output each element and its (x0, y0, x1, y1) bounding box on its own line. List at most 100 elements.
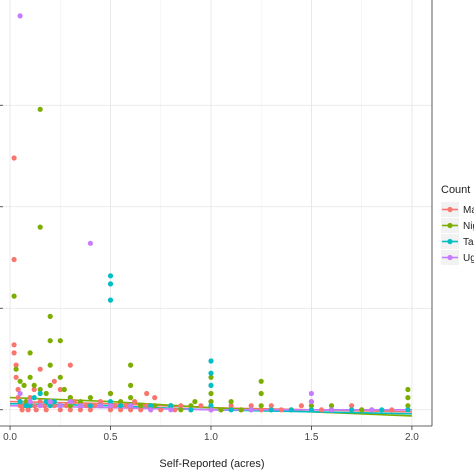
data-point-nig (47, 313, 53, 319)
data-point-ma (31, 386, 37, 393)
data-point-ug (248, 407, 254, 413)
data-point-ug (328, 407, 335, 413)
data-point-ma (19, 407, 25, 413)
data-point-nig (47, 338, 53, 344)
x-tick-label: 2.0 (405, 432, 419, 443)
data-points (11, 13, 411, 413)
data-point-nig (405, 403, 411, 409)
data-point-ma (118, 407, 124, 413)
data-point-ma (37, 399, 43, 405)
data-point-nig (128, 362, 134, 368)
data-point-nig (258, 390, 264, 397)
data-point-ma (97, 399, 104, 405)
data-point-ma (77, 407, 83, 413)
data-point-nig (61, 386, 67, 393)
data-point-nig (118, 399, 124, 405)
data-point-nig (37, 386, 43, 393)
data-point-ma (198, 403, 204, 409)
data-point-nig (308, 403, 314, 409)
data-point-nig (238, 407, 244, 413)
data-point-ta (188, 407, 194, 413)
axes: 0.0 0.5 1.0 1.5 2.0 (0, 0, 433, 443)
data-point-nig (57, 374, 63, 380)
data-point-ma (37, 366, 43, 372)
data-point-ta (47, 403, 53, 409)
data-point-ma (158, 407, 164, 413)
data-point-ma (25, 407, 31, 413)
x-tick-label: 0.5 (104, 432, 118, 443)
data-point-ma (91, 403, 97, 409)
data-point-ma (132, 399, 138, 405)
x-tick-label: 0.0 (3, 432, 17, 443)
data-point-ma (57, 407, 63, 413)
data-point-nig (43, 390, 49, 397)
data-point-ug (17, 13, 23, 19)
data-point-ma (152, 395, 158, 401)
legend-title: Count (441, 184, 470, 196)
data-point-nig (178, 407, 184, 413)
x-tick-label: 1.5 (304, 432, 318, 443)
data-point-ug (208, 407, 214, 413)
legend-key-point (447, 206, 453, 213)
data-point-ug (369, 407, 375, 413)
data-point-ug (128, 403, 134, 409)
data-point-ta (43, 399, 49, 405)
data-point-ma (268, 403, 274, 409)
legend-label-ta: Ta (463, 237, 474, 248)
data-point-nig (37, 106, 43, 112)
data-point-ug (168, 407, 174, 413)
data-point-ma (15, 395, 21, 401)
data-point-nig (31, 382, 37, 388)
data-point-ma (51, 403, 57, 409)
data-point-ma (67, 362, 73, 368)
data-point-ma (111, 403, 118, 409)
legend-label-ug: Ug (463, 253, 474, 264)
data-point-nig (328, 403, 335, 409)
data-point-nig (258, 378, 264, 384)
legend-key-point (447, 222, 453, 229)
data-point-ma (11, 256, 17, 263)
data-point-nig (47, 362, 53, 368)
data-point-ug (97, 403, 104, 409)
data-point-nig (87, 395, 93, 401)
data-point-ta (51, 399, 57, 405)
data-point-nig (128, 382, 134, 388)
data-point-nig (13, 366, 19, 372)
data-point-nig (27, 350, 33, 356)
data-point-nig (258, 403, 264, 409)
data-point-ta (31, 395, 37, 401)
data-point-ma (57, 386, 63, 393)
data-point-nig (405, 395, 411, 401)
data-point-ta (148, 403, 154, 409)
legend-label-nig: Nig (463, 221, 474, 232)
data-point-ta (228, 407, 234, 413)
data-point-ma (172, 407, 178, 413)
data-point-ma (11, 350, 17, 356)
data-point-ma (144, 403, 150, 409)
data-point-nig (77, 399, 83, 405)
legend-label-ma: Ma (463, 205, 474, 216)
data-point-ma (87, 407, 93, 413)
data-point-ug (148, 407, 154, 413)
data-point-nig (128, 395, 134, 401)
data-point-ma (278, 407, 284, 413)
data-point-ta (37, 390, 43, 397)
data-point-nig (188, 403, 194, 409)
data-point-ma (107, 407, 114, 413)
data-point-ta (208, 403, 214, 409)
data-point-ma (17, 403, 23, 409)
data-point-nig (21, 382, 27, 388)
data-point-ta (87, 403, 93, 409)
data-point-nig (218, 407, 224, 413)
data-point-ma (144, 390, 150, 397)
data-point-nig (107, 390, 114, 397)
data-point-nig (152, 403, 158, 409)
data-point-ta (308, 407, 314, 413)
data-point-ta (268, 407, 274, 413)
data-point-nig (208, 374, 214, 380)
data-point-nig (208, 399, 214, 405)
data-point-ma (228, 403, 234, 409)
data-point-ta (208, 358, 214, 364)
data-point-nig (192, 399, 198, 405)
